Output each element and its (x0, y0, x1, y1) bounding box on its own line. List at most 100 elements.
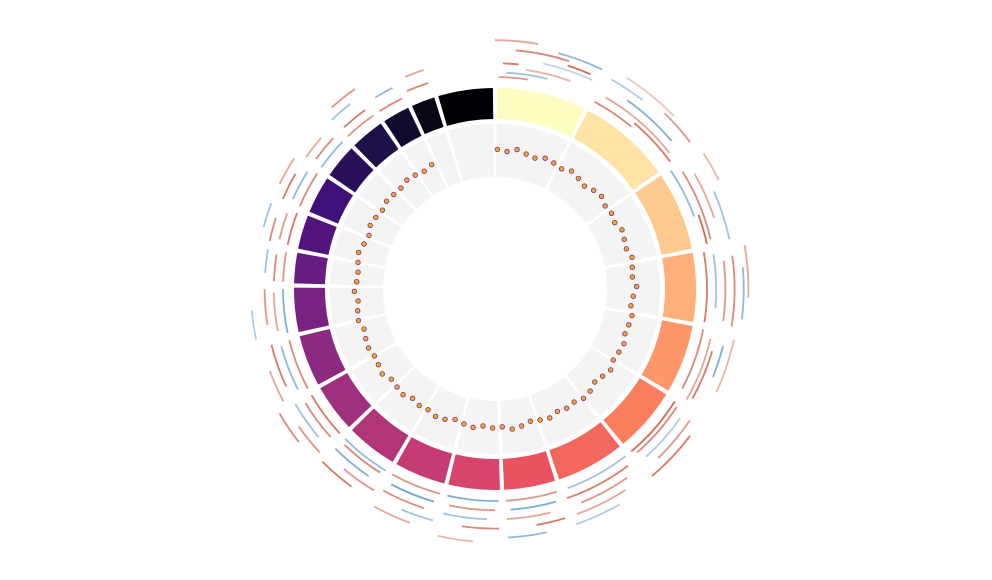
segment (635, 175, 692, 255)
scatter-point (592, 379, 598, 385)
arc (515, 49, 570, 62)
scatter-point (355, 298, 361, 304)
arc (645, 417, 681, 458)
scatter-point (489, 425, 496, 431)
scatter-point (398, 185, 404, 191)
track-cell (334, 315, 397, 368)
arc (657, 419, 691, 459)
scatter-point (375, 362, 382, 368)
scatter-point (629, 274, 636, 280)
arc (567, 64, 591, 76)
arc (448, 504, 496, 512)
arc (691, 350, 713, 399)
arc (268, 217, 277, 242)
arc (664, 112, 691, 143)
scatter-point (628, 302, 634, 309)
arc (280, 346, 299, 390)
scatter-point (362, 335, 369, 342)
segment (299, 328, 346, 385)
arc (697, 214, 708, 245)
segment (641, 320, 693, 391)
scatter-point (379, 371, 385, 377)
arc (715, 339, 735, 393)
arc (282, 252, 288, 282)
scatter-point (554, 408, 561, 415)
scatter-point (425, 406, 431, 413)
track-cell (426, 131, 462, 188)
arc (730, 255, 736, 327)
arc (270, 344, 288, 387)
segment (438, 88, 494, 126)
scatter-point (581, 183, 588, 189)
scatter-point (630, 293, 637, 299)
segment (396, 437, 453, 484)
arc (292, 171, 309, 200)
arc (299, 173, 318, 207)
arc (741, 267, 745, 320)
segment (298, 215, 337, 255)
segment (384, 107, 422, 148)
scatter-point (400, 392, 406, 398)
arc (536, 517, 566, 526)
arc (702, 252, 708, 323)
arc (494, 39, 539, 45)
arc (262, 202, 273, 228)
scatter-point (629, 312, 635, 319)
scatter-point (590, 187, 597, 194)
track-cell (448, 124, 494, 182)
arc (437, 535, 473, 543)
arc (670, 169, 696, 217)
segment (411, 97, 444, 135)
scatter-point (361, 241, 367, 247)
scatter-point (619, 227, 625, 233)
track-background (330, 124, 660, 454)
arc (576, 489, 626, 515)
arc (321, 461, 352, 488)
track-cell (530, 376, 598, 446)
arc (330, 88, 356, 109)
arc (566, 464, 629, 499)
arc (304, 402, 332, 438)
arc (315, 137, 334, 160)
segment (496, 88, 585, 137)
arc (510, 500, 557, 511)
scatter-point (504, 148, 510, 155)
scatter-point (412, 172, 418, 178)
scatter-point (480, 423, 486, 429)
scatter-point (616, 349, 622, 355)
scatter-point (509, 426, 515, 432)
arc (542, 62, 593, 82)
scatter-point (355, 269, 361, 275)
track-cell (566, 347, 636, 417)
arc (390, 483, 435, 503)
scatter-point (361, 326, 367, 332)
scatter-point (598, 193, 605, 200)
segment (603, 378, 667, 444)
arc (507, 531, 547, 539)
scatter-point (470, 424, 476, 431)
arc (404, 69, 425, 78)
scatter-point (421, 168, 427, 174)
arc (567, 455, 627, 490)
segment (502, 451, 556, 490)
arc (722, 260, 727, 322)
segment (294, 287, 329, 333)
arc (693, 173, 715, 219)
scatter-point (351, 288, 358, 295)
arc (278, 158, 295, 185)
arc (506, 490, 558, 502)
arc (502, 62, 519, 66)
scatter-point (537, 417, 543, 423)
arc (507, 511, 551, 520)
arc (379, 97, 403, 112)
scatter-point (499, 424, 505, 430)
segment (448, 454, 500, 491)
scatter-point (365, 345, 372, 351)
scatter-point (568, 168, 575, 174)
scatter-point (623, 246, 630, 252)
arc (382, 489, 425, 509)
track-cell (377, 367, 438, 432)
scatter-point (518, 423, 525, 429)
scatter-point (608, 210, 615, 216)
arc (263, 288, 269, 326)
